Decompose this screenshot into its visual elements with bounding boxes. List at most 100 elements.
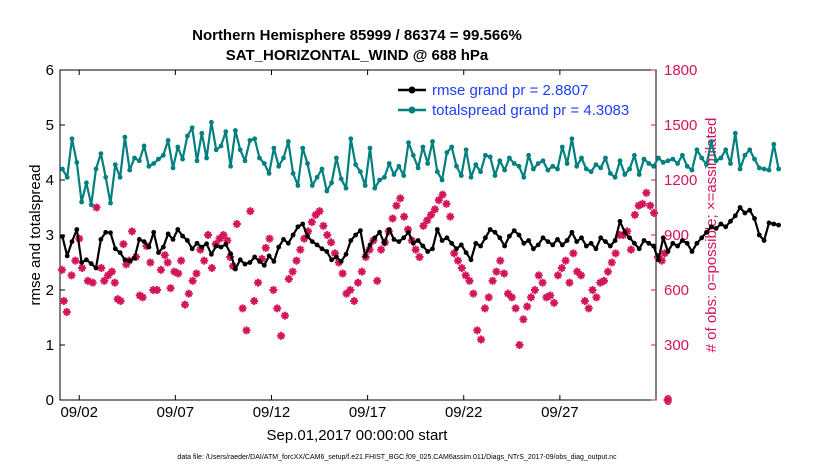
totalspread-point xyxy=(545,167,551,173)
obs-marker xyxy=(78,264,87,272)
rmse-point xyxy=(141,239,147,245)
obs-series xyxy=(57,188,672,404)
totalspread-point xyxy=(79,199,84,205)
obs-marker xyxy=(392,201,401,210)
totalspread-point xyxy=(492,173,498,179)
totalspread-point xyxy=(343,185,349,191)
totalspread-point xyxy=(531,166,536,172)
right-tick-label: 1200 xyxy=(664,172,697,189)
totalspread-point xyxy=(766,167,772,173)
obs-marker-stroke xyxy=(523,302,531,311)
totalspread-point xyxy=(732,130,738,136)
obs-marker-stroke xyxy=(185,290,193,298)
rmse-point xyxy=(670,240,676,246)
obs-marker-stroke xyxy=(639,200,647,208)
rmse-point xyxy=(117,250,123,256)
rmse-point xyxy=(401,235,407,241)
obs-marker-stroke xyxy=(477,335,485,344)
rmse-point xyxy=(660,235,666,241)
totalspread-point xyxy=(463,147,469,153)
totalspread-point xyxy=(266,171,272,176)
obs-marker-stroke xyxy=(508,293,516,301)
obs-marker xyxy=(350,297,359,305)
obs-marker xyxy=(584,304,593,313)
obs-marker-stroke xyxy=(262,244,270,252)
totalspread-point xyxy=(526,152,531,158)
obs-marker xyxy=(438,190,447,199)
obs-marker-stroke xyxy=(373,277,381,285)
obs-marker xyxy=(232,220,241,228)
obs-marker xyxy=(480,304,489,313)
obs-marker xyxy=(180,300,189,309)
rmse-point xyxy=(636,246,642,252)
totalspread-point xyxy=(579,155,584,161)
obs-marker-stroke xyxy=(153,286,161,294)
totalspread-point xyxy=(185,133,190,139)
obs-marker-stroke xyxy=(592,293,600,301)
totalspread-point xyxy=(141,143,147,149)
rmse-point xyxy=(632,240,637,246)
rmse-point xyxy=(233,266,238,272)
rmse-point xyxy=(209,251,214,257)
obs-marker-stroke xyxy=(117,297,125,305)
totalspread-point xyxy=(146,163,152,169)
obs-marker xyxy=(116,297,125,305)
obs-marker-stroke xyxy=(427,211,435,219)
legend-spread-marker xyxy=(408,106,416,114)
totalspread-point xyxy=(295,183,301,188)
rmse-point xyxy=(271,259,277,264)
obs-marker-stroke xyxy=(108,268,116,276)
totalspread-point xyxy=(636,172,642,177)
obs-marker xyxy=(442,199,451,208)
rmse-point xyxy=(108,230,113,236)
obs-marker xyxy=(307,218,316,227)
totalspread-point xyxy=(439,177,445,183)
totalspread-point xyxy=(348,136,354,142)
obs-marker-stroke xyxy=(419,222,427,230)
obs-marker xyxy=(484,293,493,302)
obs-marker xyxy=(592,293,601,302)
rmse-point xyxy=(612,238,618,243)
rmse-point xyxy=(194,240,200,246)
rmse-point xyxy=(550,242,556,248)
rmse-point xyxy=(483,235,488,241)
rmse-point xyxy=(473,240,479,246)
obs-marker xyxy=(573,267,582,276)
obs-marker-stroke xyxy=(346,286,354,294)
obs-marker xyxy=(277,331,286,340)
obs-marker-stroke xyxy=(63,308,71,316)
obs-marker-stroke xyxy=(396,194,404,202)
obs-marker xyxy=(377,245,386,254)
obs-marker-stroke xyxy=(466,277,474,285)
obs-marker xyxy=(153,286,162,294)
totalspread-point xyxy=(136,158,142,164)
obs-marker xyxy=(550,298,559,307)
obs-marker xyxy=(523,302,532,311)
obs-marker xyxy=(569,249,578,258)
obs-marker-stroke xyxy=(250,297,258,305)
obs-marker xyxy=(473,326,482,335)
totalspread-point xyxy=(607,171,613,176)
totalspread-point xyxy=(632,152,637,158)
obs-marker-stroke xyxy=(97,264,105,272)
obs-marker xyxy=(530,286,539,294)
obs-marker-stroke xyxy=(296,246,304,254)
totalspread-point xyxy=(338,176,344,182)
rmse-point xyxy=(627,235,632,241)
obs-marker xyxy=(174,269,183,278)
rmse-point xyxy=(93,265,99,271)
totalspread-point xyxy=(358,169,363,175)
totalspread-point xyxy=(406,140,411,146)
obs-marker xyxy=(166,284,175,293)
obs-marker xyxy=(269,286,278,294)
obs-marker-stroke xyxy=(404,225,412,234)
obs-marker-stroke xyxy=(377,246,385,254)
right-axis: 0300600900120015001800 xyxy=(651,62,697,409)
obs-marker-stroke xyxy=(512,304,520,312)
obs-marker-stroke xyxy=(589,286,597,294)
rmse-point xyxy=(247,260,253,265)
obs-marker xyxy=(527,293,536,302)
obs-marker-stroke xyxy=(612,249,620,257)
rmse-point xyxy=(88,261,94,266)
rmse-point xyxy=(458,242,464,248)
